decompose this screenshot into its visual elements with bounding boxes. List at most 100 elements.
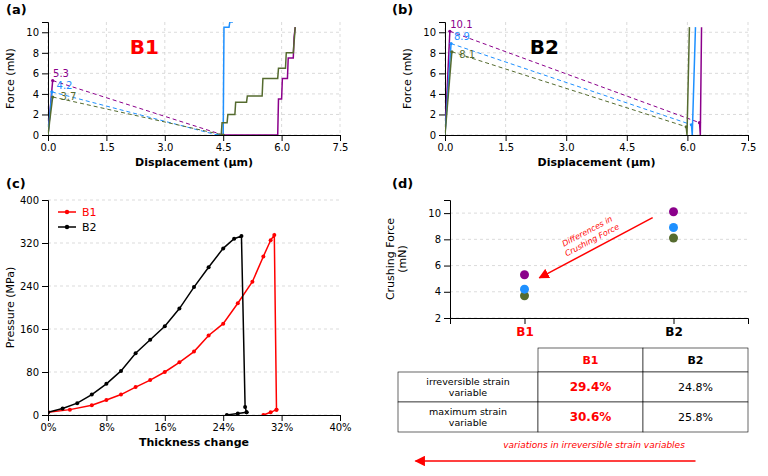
point [272,233,276,237]
table-header: B1 [582,354,598,367]
y-axis-title: Pressure (MPa) [4,267,17,348]
legend-label: B1 [82,206,97,219]
point [449,42,452,45]
tick: 6.0 [274,135,290,153]
annotation: 8.9 [454,31,470,42]
point [148,338,152,342]
point [669,207,678,216]
grid-line [48,52,340,53]
tick: 6.0 [680,135,696,153]
annotation: 10.1 [450,19,472,30]
tick-label: 10 [26,27,39,38]
grid-line [164,22,165,135]
point [520,270,529,279]
series-line [700,27,702,135]
tick-label: 6.0 [680,142,696,153]
point [104,398,108,402]
grid-line [48,329,340,330]
tick-mark [42,135,48,136]
tick-mark [674,318,675,324]
tick-label: 24% [213,422,235,433]
series-line [686,27,689,135]
point [243,405,247,409]
tick-label: 6 [435,260,441,271]
grid-line [626,22,627,135]
point [669,234,678,243]
tick: 1.5 [498,135,514,153]
tick: 2 [430,109,445,120]
legend-label: B2 [82,221,97,234]
tick: 0 [430,130,445,141]
x-axis: 0.01.53.04.56.07.5 [438,135,757,153]
point [450,50,453,53]
tick-mark [165,415,166,421]
annotation: 8.1 [459,49,475,60]
series-line [445,52,452,135]
tick-mark [444,318,450,319]
tick: 10 [26,27,48,38]
point [245,410,249,414]
grid-line [48,372,340,373]
axis-line [439,23,446,136]
tick-mark [687,135,688,141]
annotation: variations in irreversible strain variab… [503,440,685,450]
tick: 7.5 [333,135,349,153]
axis-line [446,136,749,142]
x-axis-title: Displacement (μm) [135,156,253,169]
table-cell [643,348,748,372]
point [90,403,94,407]
tick: 8% [99,415,115,433]
tick: 10 [428,208,450,219]
tick: 3.0 [157,135,173,153]
series-line [48,236,247,415]
tick-label: 10 [423,27,436,38]
point [48,410,50,414]
tick-label: 3.0 [157,142,173,153]
tick-label: 320 [20,238,39,249]
tick-mark [42,94,48,95]
tick-label: 0.0 [438,142,454,153]
series-line [450,31,700,122]
tick: 400 [20,195,48,206]
tick: 10 [423,27,445,38]
tick-label: 4.5 [619,142,635,153]
tick-mark [444,292,450,293]
y-axis: 0246810 [26,23,48,141]
point [274,408,278,412]
tick-label: 2 [430,109,436,120]
tick: 0 [33,410,48,421]
tick-label: 6 [430,68,436,79]
grid-line [445,93,748,94]
tick-mark [282,415,283,421]
tick-label: 0% [41,422,57,433]
table-cell [643,372,748,402]
tick-label: 8 [33,48,39,59]
table-cell [398,402,538,432]
tick-label: 16% [154,422,176,433]
tick-mark [42,32,48,33]
grid-line [48,114,340,115]
tick: B1 [516,318,534,339]
panel-title: (c) [6,176,26,191]
point [48,410,50,414]
point [221,246,225,250]
tick-mark [439,73,445,74]
grid-line [48,200,340,201]
annotation-group: Differences inCrushing Force [559,213,621,258]
panel: B1B2246810Differences inCrushing ForceCr… [384,176,749,339]
grid-line [450,213,748,214]
grid-line [340,22,341,135]
tick: 4.5 [619,135,635,153]
panel: 0.01.53.04.56.07.50246810B15.34.23.7Disp… [4,2,348,169]
tick-label: 8% [99,422,115,433]
panel-title: (d) [392,176,413,191]
panel: 0%8%16%24%32%40%080160240320400B1B2Thick… [4,176,352,449]
tick-label: 160 [20,324,39,335]
table-row-label: irreversible strainvariable [426,376,509,398]
y-axis: 246810 [428,201,450,324]
tick: 6 [435,260,450,271]
grid-line [450,265,748,266]
point [207,265,211,269]
tick-label: 2 [435,313,441,324]
tick-mark [42,114,48,115]
